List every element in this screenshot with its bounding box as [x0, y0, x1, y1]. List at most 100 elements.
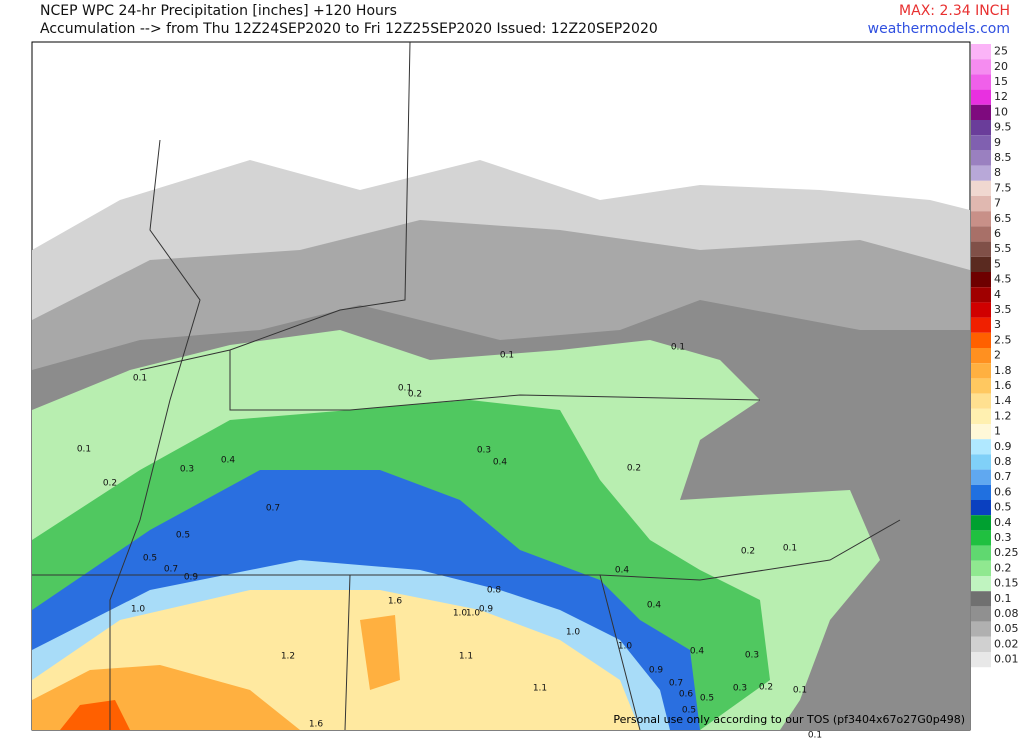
- contour-label: 0.3: [477, 446, 491, 456]
- legend-swatch: [971, 606, 991, 622]
- contour-label: 0.9: [479, 605, 494, 615]
- legend-label: 3.5: [994, 303, 1012, 316]
- legend-label: 0.2: [994, 561, 1012, 574]
- legend-swatch: [971, 120, 991, 136]
- legend-swatch: [971, 44, 991, 60]
- legend-swatch: [971, 408, 991, 424]
- contour-label: 0.4: [615, 566, 630, 576]
- contour-label: 0.1: [77, 445, 91, 455]
- legend-label: 0.25: [994, 546, 1019, 559]
- max-label: MAX: 2.34 INCH: [899, 3, 1010, 19]
- legend-swatch: [971, 226, 991, 242]
- contour-label: 0.3: [745, 651, 759, 661]
- contour-label: 0.7: [164, 565, 178, 575]
- legend-label: 0.02: [994, 637, 1019, 650]
- legend-swatch: [971, 89, 991, 105]
- legend-swatch: [971, 165, 991, 181]
- contour-label: 1.0: [466, 609, 481, 619]
- legend-label: 1.4: [994, 394, 1012, 407]
- legend-label: 1: [994, 425, 1001, 438]
- legend-label: 15: [994, 75, 1008, 88]
- contour-label: 1.0: [131, 605, 146, 615]
- legend-swatch: [971, 378, 991, 394]
- contour-label: 0.2: [408, 390, 422, 400]
- legend-label: 0.08: [994, 607, 1019, 620]
- legend-swatch: [971, 272, 991, 288]
- legend-swatch: [971, 196, 991, 212]
- legend-swatch: [971, 484, 991, 500]
- legend-label: 0.05: [994, 622, 1019, 635]
- contour-label: 0.7: [266, 504, 280, 514]
- contour-label: 1.0: [618, 642, 633, 652]
- contour-label: 1.1: [459, 652, 473, 662]
- state-border: [344, 574, 641, 731]
- contour-label: 0.9: [649, 666, 664, 676]
- legend-label: 2: [994, 349, 1001, 362]
- legend-label: 3: [994, 318, 1001, 331]
- legend-label: 9.5: [994, 121, 1012, 134]
- legend-swatch: [971, 317, 991, 333]
- footer: Personal use only according to our TOS (…: [613, 713, 965, 726]
- legend-label: 4.5: [994, 273, 1012, 286]
- contour-label: 1.0: [453, 609, 468, 619]
- contour-label: 0.2: [741, 547, 755, 557]
- legend-label: 0.3: [994, 531, 1012, 544]
- legend-swatch: [971, 74, 991, 90]
- river: [109, 139, 201, 730]
- legend-swatch: [971, 348, 991, 364]
- legend-label: 6.5: [994, 212, 1012, 225]
- contour-label: 0.2: [627, 464, 641, 474]
- legend-swatch: [971, 515, 991, 531]
- state-border: [139, 41, 411, 371]
- legend-label: 1.2: [994, 409, 1012, 422]
- legend-swatch: [971, 454, 991, 470]
- legend-swatch: [971, 530, 991, 546]
- contour-label: 0.2: [103, 479, 117, 489]
- legend-swatch: [971, 545, 991, 561]
- legend-swatch: [971, 135, 991, 151]
- contour-label: 0.7: [669, 679, 683, 689]
- contour-label: 0.1: [671, 343, 685, 353]
- legend-swatch: [971, 424, 991, 440]
- contour-label: 0.4: [647, 601, 662, 611]
- contour-label: 0.1: [398, 384, 412, 394]
- legend-label: 5: [994, 257, 1001, 270]
- legend-swatch: [971, 180, 991, 196]
- legend-label: 4: [994, 288, 1001, 301]
- legend-swatch: [971, 104, 991, 120]
- legend-label: 1.6: [994, 379, 1012, 392]
- legend-swatch: [971, 332, 991, 348]
- legend-label: 7: [994, 197, 1001, 210]
- legend-label: 8: [994, 166, 1001, 179]
- contour-label: 0.1: [783, 544, 797, 554]
- legend-swatch: [971, 241, 991, 257]
- legend-label: 0.9: [994, 440, 1012, 453]
- legend-swatch: [971, 302, 991, 318]
- subtitle: Accumulation --> from Thu 12Z24SEP2020 t…: [40, 21, 658, 37]
- legend-swatch: [971, 636, 991, 652]
- contour-label: 0.9: [184, 573, 199, 583]
- legend-label: 2.5: [994, 333, 1012, 346]
- legend-swatch: [971, 591, 991, 607]
- contour-label: 0.4: [221, 456, 236, 466]
- contour-label: 0.4: [690, 647, 705, 657]
- legend-label: 0.4: [994, 516, 1012, 529]
- contour-label: 0.5: [143, 554, 157, 564]
- state-border: [32, 519, 901, 581]
- contour-label: 0.2: [759, 683, 773, 693]
- legend-swatch: [971, 621, 991, 637]
- contour-label: 1.1: [533, 684, 547, 694]
- legend-label: 0.7: [994, 470, 1012, 483]
- legend-label: 12: [994, 90, 1008, 103]
- legend-swatch: [971, 576, 991, 592]
- legend-swatch: [971, 560, 991, 576]
- legend-swatch: [971, 652, 991, 668]
- legend-swatch: [971, 59, 991, 75]
- state-border: [229, 350, 761, 411]
- contour-label: 1.2: [281, 652, 295, 662]
- legend-label: 0.5: [994, 501, 1012, 514]
- red-area: [60, 700, 130, 730]
- contour-label: 0.1: [500, 351, 514, 361]
- legend-label: 8.5: [994, 151, 1012, 164]
- map: 0.10.10.10.10.20.10.20.30.40.30.40.20.70…: [31, 41, 971, 741]
